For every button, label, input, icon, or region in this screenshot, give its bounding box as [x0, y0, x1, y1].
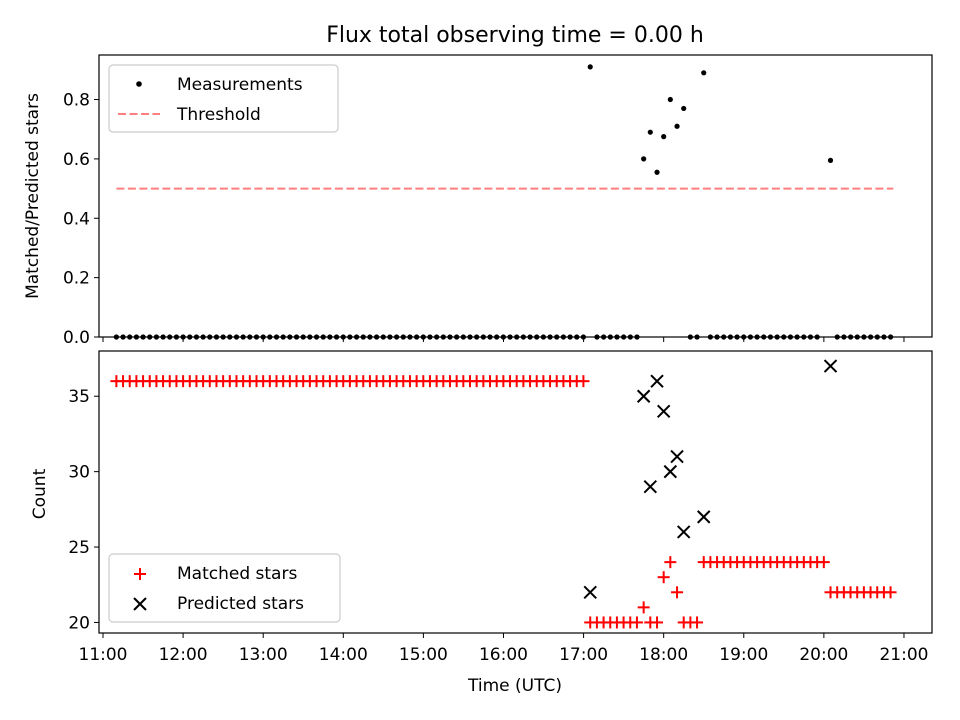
x-tick-label: 17:00	[559, 645, 608, 665]
measurement-point	[587, 64, 593, 70]
top-plot-marks	[113, 64, 894, 340]
predicted-star-point	[656, 404, 671, 419]
bottom-legend: Matched stars Predicted stars	[108, 553, 341, 623]
legend-matched-marker	[134, 568, 146, 580]
measurement-point	[827, 157, 834, 163]
bottom-y-tick-label: 35	[68, 387, 90, 407]
predicted-star-point	[636, 389, 651, 403]
x-tick-label: 14:00	[319, 645, 368, 665]
top-y-tick-label: 0.2	[63, 269, 90, 289]
predicted-star-point	[650, 374, 664, 388]
top-plot-area: 0.0 0.2 0.4 0.6 0.8	[63, 54, 933, 348]
matched-star-point	[884, 586, 897, 599]
predicted-star-point	[663, 464, 678, 479]
x-tick-label: 20:00	[799, 645, 848, 665]
top-legend-frame	[108, 64, 339, 133]
bottom-y-tick-label: 20	[68, 613, 90, 633]
x-tick-label: 16:00	[479, 645, 528, 665]
legend-predicted-marker	[133, 597, 147, 611]
measurement-point	[654, 169, 660, 175]
top-y-tick-label: 0.8	[63, 91, 90, 111]
bottom-y-tick-label: 25	[68, 538, 90, 558]
matched-star-point	[637, 601, 650, 614]
x-tick-label: 19:00	[719, 645, 768, 665]
x-tick-label: 15:00	[399, 645, 448, 665]
top-y-tick-label: 0.0	[63, 328, 90, 348]
legend-measurements-label: Measurements	[177, 75, 303, 95]
legend-measurements-marker	[136, 81, 142, 87]
matched-star-point	[630, 616, 643, 629]
predicted-star-point	[583, 585, 597, 599]
x-tick-label: 18:00	[639, 645, 688, 665]
top-y-axis-label: Matched/Predicted stars	[23, 93, 43, 299]
measurement-point	[661, 134, 667, 140]
top-legend: Measurements Threshold	[108, 64, 339, 133]
predicted-star-point	[643, 480, 658, 494]
measurement-point	[647, 129, 653, 135]
bottom-plot-marks	[110, 359, 897, 629]
matched-star-point	[664, 556, 677, 569]
x-tick-label: 11:00	[79, 645, 128, 665]
legend-threshold-label: Threshold	[176, 105, 261, 125]
x-axis-label: Time (UTC)	[467, 676, 562, 696]
measurement-point	[681, 105, 687, 112]
matched-star-point	[577, 375, 590, 388]
measurement-point	[674, 123, 680, 129]
matched-star-point	[817, 556, 830, 569]
matched-star-point	[651, 616, 664, 629]
matched-star-point	[657, 571, 670, 584]
predicted-star-point	[823, 359, 838, 373]
bottom-y-axis-label: Count	[30, 468, 50, 519]
legend-matched-label: Matched stars	[177, 564, 297, 584]
matched-star-point	[671, 586, 684, 599]
bottom-legend-frame	[108, 553, 341, 623]
x-tick-label: 12:00	[159, 645, 208, 665]
bottom-plot-area: 20 25 30 35 11:00 12:00 13:00 14:00 15:00 16:00 17…	[68, 350, 933, 665]
top-axes-frame	[98, 54, 933, 338]
measurement-point	[701, 70, 707, 76]
bottom-axes-frame	[98, 350, 933, 634]
measurement-point	[641, 156, 647, 162]
matched-star-point	[691, 616, 704, 629]
legend-predicted-label: Predicted stars	[177, 594, 304, 614]
bottom-y-tick-label: 30	[68, 463, 90, 483]
predicted-star-point	[697, 510, 711, 524]
top-y-tick-label: 0.4	[63, 209, 90, 229]
measurement-point	[667, 96, 673, 103]
predicted-star-point	[676, 525, 691, 539]
top-y-tick-label: 0.6	[63, 150, 90, 170]
predicted-star-point	[670, 449, 684, 464]
top-chart-title: Flux total observing time = 0.00 h	[326, 23, 704, 48]
x-tick-label: 21:00	[879, 645, 928, 665]
x-tick-label: 13:00	[239, 645, 288, 665]
